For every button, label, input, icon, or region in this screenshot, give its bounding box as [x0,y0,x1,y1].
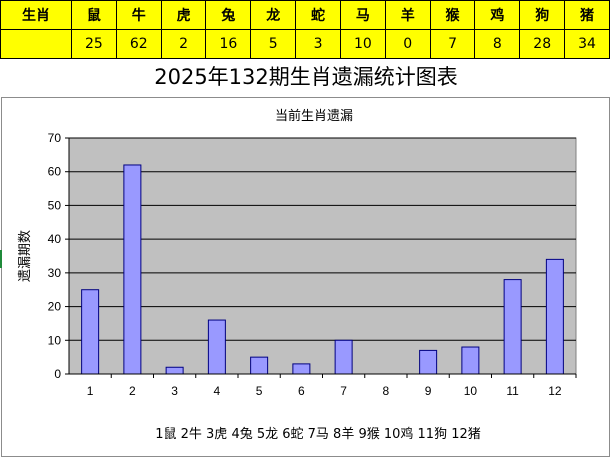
x-tick-label: 8 [383,384,390,398]
bar [81,289,100,375]
empty-label-cell [0,29,72,59]
edge-marker [0,250,2,268]
zodiac-name-cell: 鼠 [71,0,117,30]
x-tick-label: 3 [171,384,178,398]
y-tick-label: 10 [48,333,62,347]
x-tick-label: 4 [214,384,221,398]
zodiac-omission-table: 生肖 鼠 牛 虎 兔 龙 蛇 马 羊 猴 鸡 狗 猪 25 62 2 16 5 … [0,0,610,59]
bar [503,279,522,375]
zodiac-name-row: 生肖 鼠 牛 虎 兔 龙 蛇 马 羊 猴 鸡 狗 猪 [0,0,610,30]
x-tick-label: 11 [506,384,519,398]
bar [250,356,269,375]
x-tick-label: 6 [298,384,305,398]
bar [461,346,480,375]
zodiac-name-cell: 猪 [564,0,610,30]
omission-count-cell: 5 [250,29,297,59]
omission-count-cell: 16 [205,29,252,59]
x-tick-label: 9 [425,384,432,398]
x-tick-label: 1 [87,384,94,398]
y-tick-label: 60 [48,165,62,179]
omission-count-cell: 8 [474,29,521,59]
x-tick-label: 10 [464,384,478,398]
omission-count-row: 25 62 2 16 5 3 10 0 7 8 28 34 [0,29,610,59]
y-tick-label: 70 [48,131,62,145]
gridlines [69,137,576,375]
bar [207,319,226,375]
y-tick-label: 40 [48,232,62,246]
omission-count-cell: 25 [71,29,117,59]
x-axis-label: 1鼠 2牛 3虎 4兔 5龙 6蛇 7马 8羊 9猴 10鸡 11狗 12猪 [155,426,481,442]
bar [165,366,184,375]
zodiac-name-cell: 虎 [160,0,207,30]
zodiac-name-cell: 马 [339,0,386,30]
plot-area [68,137,577,375]
bar [419,349,438,375]
omission-count-cell: 7 [429,29,476,59]
omission-count-cell: 0 [384,29,431,59]
y-tick-label: 20 [48,300,62,314]
zodiac-name-cell: 狗 [519,0,566,30]
bar [545,258,564,375]
zodiac-name-cell: 羊 [384,0,431,30]
zodiac-name-cell: 蛇 [295,0,341,30]
y-tick-label: 50 [48,198,62,212]
omission-count-cell: 34 [564,29,610,59]
y-tick-label: 0 [54,367,61,381]
x-tick-label: 12 [548,384,562,398]
x-tick-label: 5 [256,384,263,398]
omission-count-cell: 2 [160,29,207,59]
header-label-cell: 生肖 [0,0,72,30]
chart-title: 当前生肖遗漏 [275,108,353,124]
zodiac-name-cell: 兔 [205,0,252,30]
omission-count-cell: 62 [115,29,162,59]
x-tick-label: 2 [129,384,136,398]
bar [292,363,311,375]
zodiac-name-cell: 鸡 [474,0,521,30]
omission-count-cell: 28 [519,29,566,59]
bar [123,164,142,375]
chart-frame: 0 10 20 30 40 50 60 70 1 2 3 4 5 6 7 8 9 10 11 12 当前生肖遗漏 遗漏… [1,97,610,457]
x-tick-label: 7 [340,384,347,398]
page-title: 2025年132期生肖遗漏统计图表 [154,65,458,89]
zodiac-name-cell: 龙 [250,0,297,30]
omission-count-cell: 3 [295,29,341,59]
y-axis-label: 遗漏期数 [17,230,33,282]
y-tick-label: 30 [48,266,62,280]
omission-count-cell: 10 [339,29,386,59]
zodiac-name-cell: 猴 [429,0,476,30]
bar [334,339,353,375]
zodiac-name-cell: 牛 [115,0,162,30]
